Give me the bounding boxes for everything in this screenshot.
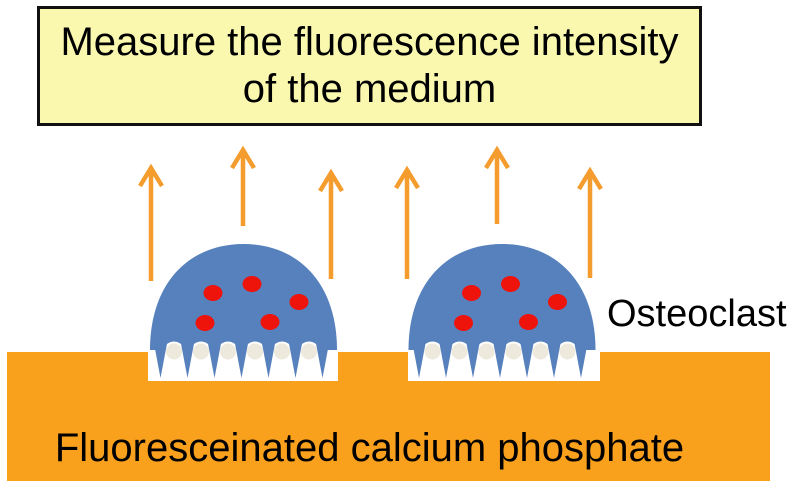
osteoclast-cell-left <box>150 244 337 378</box>
up-arrow-icon <box>394 165 420 279</box>
title-line-1: Measure the fluorescence intensity <box>60 20 679 65</box>
up-arrow-icon <box>577 166 603 278</box>
up-arrow-icon <box>318 168 344 279</box>
up-arrow-icon <box>138 163 164 281</box>
arrows-group <box>138 145 603 281</box>
substrate-label: Fluoresceinated calcium phosphate <box>54 426 685 470</box>
title-box: Measure the fluorescence intensity of th… <box>37 6 702 126</box>
osteoclast-cell-right <box>408 244 596 378</box>
substrate-layer <box>7 352 770 481</box>
osteoclast-label: Osteoclast <box>607 293 787 335</box>
up-arrow-icon <box>484 145 510 224</box>
up-arrow-icon <box>230 145 256 226</box>
title-line-2: of the medium <box>242 67 497 111</box>
